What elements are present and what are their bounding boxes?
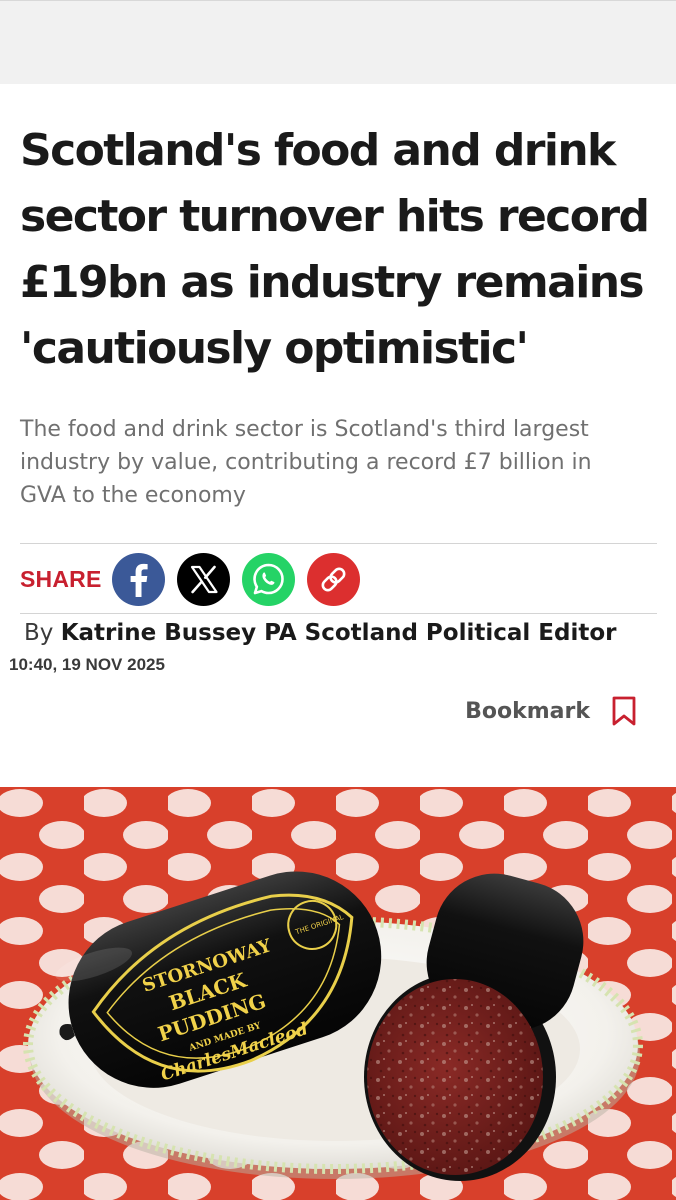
x-icon <box>190 565 218 593</box>
author-name[interactable]: Katrine Bussey PA Scotland Political Edi… <box>60 620 617 646</box>
share-label: SHARE <box>20 565 102 592</box>
bookmark-button[interactable]: Bookmark <box>465 696 636 726</box>
facebook-share-button[interactable] <box>111 552 165 606</box>
share-bar: SHARE <box>20 551 372 607</box>
article-headline: Scotland's food and drink sector turnove… <box>20 125 650 374</box>
divider <box>20 613 657 614</box>
divider <box>20 543 657 544</box>
publish-timestamp: 10:40, 19 NOV 2025 <box>9 655 165 674</box>
byline: By Katrine Bussey PA Scotland Political … <box>24 617 616 649</box>
bookmark-icon <box>612 696 636 726</box>
whatsapp-icon <box>252 563 284 594</box>
whatsapp-share-button[interactable] <box>241 552 295 606</box>
bookmark-label: Bookmark <box>465 698 590 724</box>
article-standfirst: The food and drink sector is Scotland's … <box>20 417 592 508</box>
link-icon <box>321 567 345 591</box>
black-pudding-photo: STORNOWAY BLACK PUDDING AND MADE BY Char… <box>0 787 676 1200</box>
x-share-button[interactable] <box>176 552 230 606</box>
article-hero-image: STORNOWAY BLACK PUDDING AND MADE BY Char… <box>0 787 676 1200</box>
byline-prefix: By <box>24 620 54 646</box>
facebook-icon <box>130 563 148 597</box>
copy-link-button[interactable] <box>306 552 360 606</box>
browser-top-bar <box>0 0 676 84</box>
